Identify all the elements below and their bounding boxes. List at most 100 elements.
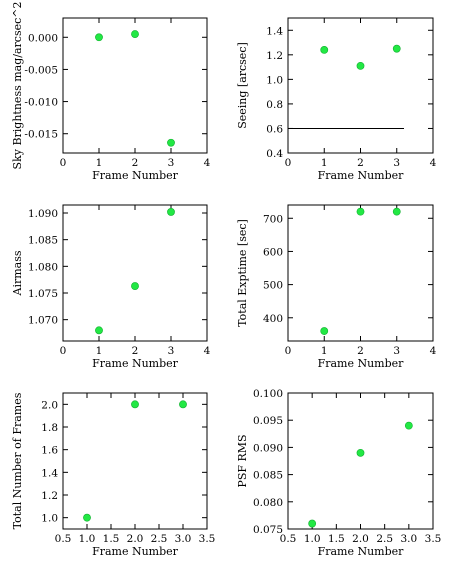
data-point [404, 421, 413, 430]
data-point [167, 208, 175, 216]
x-tick-label: 2.5 [151, 533, 168, 545]
x-tick-label: 0 [60, 345, 67, 357]
x-axis-title: Frame Number [92, 545, 179, 558]
x-tick-label: 4 [204, 157, 211, 169]
x-tick-label: 3.0 [400, 533, 417, 545]
y-tick-label: 400 [263, 313, 283, 325]
y-tick-label: -0.015 [24, 129, 58, 141]
y-tick-label: -0.005 [24, 64, 58, 76]
y-tick-label: -0.010 [24, 97, 58, 109]
y-tick-label: 0.090 [253, 442, 283, 454]
chart-panel-2: 0 1 2 3 4 0.4 0.6 0.8 1.0 1.2 1.4 Frame Number Seein… [236, 17, 437, 182]
data-point [392, 44, 401, 53]
x-tick-label: 3.0 [175, 533, 192, 545]
y-axis-title: Airmass [11, 250, 24, 296]
y-axis-title: Sky Brightness mag/arcsec^2 [11, 2, 24, 170]
y-tick-label: 1.8 [41, 422, 58, 434]
y-tick-label: 1.2 [41, 490, 58, 502]
y-tick-label: 700 [263, 213, 283, 225]
chart-panel-5: 0.5 1.0 1.5 2.0 2.5 3.0 3.51.01.21.41.61.82.0F… [11, 392, 215, 558]
y-tick-label: 1.6 [41, 445, 58, 457]
y-tick-label: 1.4 [266, 25, 283, 37]
x-tick-label: 4 [430, 345, 437, 357]
y-axis-title: Total Exptime [sec] [236, 219, 249, 327]
x-tick-label: 0 [285, 157, 292, 169]
x-tick-label: 2.5 [376, 533, 393, 545]
x-tick-label: 3.5 [199, 533, 216, 545]
data-point [131, 30, 139, 38]
x-tick-label: 1 [321, 345, 328, 357]
y-axis-title: PSF RMS [236, 434, 249, 487]
x-tick-label: 1 [321, 157, 328, 169]
x-tick-label: 2.0 [352, 533, 369, 545]
data-point [131, 400, 139, 409]
data-point [95, 33, 103, 42]
data-point [356, 207, 365, 216]
y-tick-label: 0.095 [253, 415, 283, 427]
y-tick-label: 1.0 [41, 513, 58, 525]
y-tick-label: 0.8 [266, 99, 283, 111]
y-tick-label: 600 [263, 246, 283, 258]
x-tick-label: 3 [168, 345, 175, 357]
data-point [95, 326, 103, 335]
plot-frame [287, 204, 434, 342]
x-tick-label: 1.0 [79, 533, 96, 545]
x-tick-label: 2 [132, 157, 139, 169]
x-tick-label: 2 [132, 345, 139, 357]
y-tick-label: 0.085 [253, 470, 283, 482]
plot-frame [62, 204, 208, 342]
y-tick-label: 1.075 [28, 288, 58, 300]
data-point [392, 207, 401, 216]
data-point [320, 327, 329, 335]
y-tick-label: 1.085 [28, 235, 58, 247]
chart-panel-6: 0.5 1.0 1.5 2.0 2.5 3.0 3.5 0.075 0.080 0.085 0.09… [236, 388, 441, 558]
x-tick-label: 3.5 [425, 533, 442, 545]
x-axis-title: Frame Number [92, 169, 179, 182]
y-tick-label: 1.090 [28, 208, 58, 220]
y-tick-label: 500 [263, 280, 283, 292]
x-tick-label: 2.0 [127, 533, 144, 545]
data-point [308, 519, 317, 528]
data-point [320, 46, 329, 54]
x-tick-label: 4 [430, 157, 437, 169]
x-axis-title: Frame Number [92, 357, 179, 370]
y-tick-label: 1.080 [28, 261, 58, 273]
x-axis-title: Frame Number [318, 169, 405, 182]
x-tick-label: 0 [285, 345, 292, 357]
y-tick-label: 0.075 [253, 524, 283, 536]
data-point [356, 61, 365, 70]
y-axis-title: Seeing [arcsec] [236, 42, 249, 129]
plot-frame [62, 392, 208, 530]
x-tick-label: 2 [357, 157, 364, 169]
x-tick-label: 1.0 [304, 533, 321, 545]
plot-frame [287, 392, 434, 530]
x-tick-label: 1.5 [328, 533, 345, 545]
y-tick-label: 0.000 [28, 32, 58, 44]
y-tick-label: 0.6 [266, 123, 283, 135]
y-tick-label: 0.100 [253, 388, 283, 400]
y-tick-label: 1.070 [28, 315, 58, 327]
x-axis-title: Frame Number [318, 545, 405, 558]
data-point [83, 513, 91, 522]
x-tick-label: 1.5 [103, 533, 120, 545]
data-point [131, 282, 139, 290]
x-tick-label: 3 [393, 345, 400, 357]
x-tick-label: 4 [204, 345, 211, 357]
chart-panel-3: 0 1 2 3 4 1.070 1.075 1.080 1.085 1.090 Frame Numb… [11, 204, 211, 370]
x-tick-label: 3 [393, 157, 400, 169]
y-tick-label: 0.080 [253, 497, 283, 509]
chart-panel-1: 0 1 2 3 4 0.000 -0.005 -0.010 -0.015 Frame Number… [11, 2, 211, 182]
x-axis-title: Frame Number [318, 357, 405, 370]
y-tick-label: 1.0 [266, 74, 283, 86]
y-tick-label: 0.4 [266, 148, 283, 160]
x-tick-label: 1 [96, 157, 103, 169]
y-tick-label: 1.2 [266, 50, 283, 62]
x-tick-label: 0 [60, 157, 67, 169]
y-axis-title: Total Number of Frames [11, 392, 24, 529]
plot-frame [287, 17, 434, 154]
x-tick-label: 0.5 [280, 533, 297, 545]
x-tick-label: 1 [96, 345, 103, 357]
data-point [356, 448, 365, 457]
x-tick-label: 3 [168, 157, 175, 169]
